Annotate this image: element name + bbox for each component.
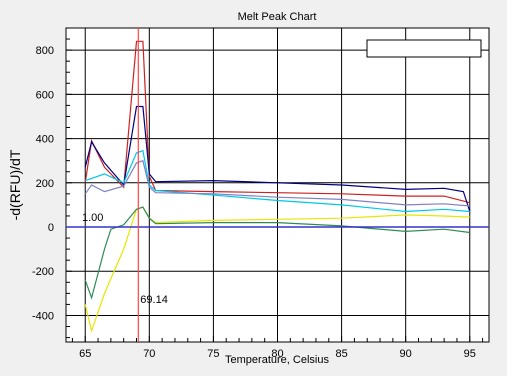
x-axis-title: Temperature, Celsius: [225, 354, 329, 366]
y-tick-label: 200: [36, 178, 54, 190]
series-line-2: [84, 105, 471, 212]
threshold-label: 1.00: [82, 212, 103, 224]
marker-label: 69.14: [140, 294, 168, 306]
y-tick-label: -200: [32, 266, 54, 278]
y-axis-title: -d(RFU)/dT: [7, 149, 23, 220]
y-tick-label: 800: [36, 45, 54, 57]
x-tick-label: 90: [400, 348, 412, 360]
y-tick-label: 0: [48, 222, 54, 234]
y-tick-label: 600: [36, 89, 54, 101]
series-layer: [84, 40, 471, 334]
overlay: 1.00 69.14: [66, 28, 489, 342]
x-tick-label: 65: [79, 348, 91, 360]
x-tick-label: 80: [271, 348, 283, 360]
y-tick-label: -400: [32, 310, 54, 322]
x-tick-label: 95: [464, 348, 476, 360]
x-tick-label: 75: [207, 348, 219, 360]
series-line-3: [85, 149, 470, 213]
chart-title: Melt Peak Chart: [238, 11, 317, 23]
x-tick-label: 85: [335, 348, 347, 360]
series-line-1: [84, 40, 470, 204]
x-tick-label: 70: [143, 348, 155, 360]
series-line-6: [84, 206, 470, 300]
series-line-4: [84, 159, 470, 207]
legend-box: [366, 39, 482, 58]
y-tick-label: 400: [36, 134, 54, 146]
ticks: 65 70 75 80 85 90 95 -400 -200 0 200 400 600 800: [32, 38, 484, 360]
